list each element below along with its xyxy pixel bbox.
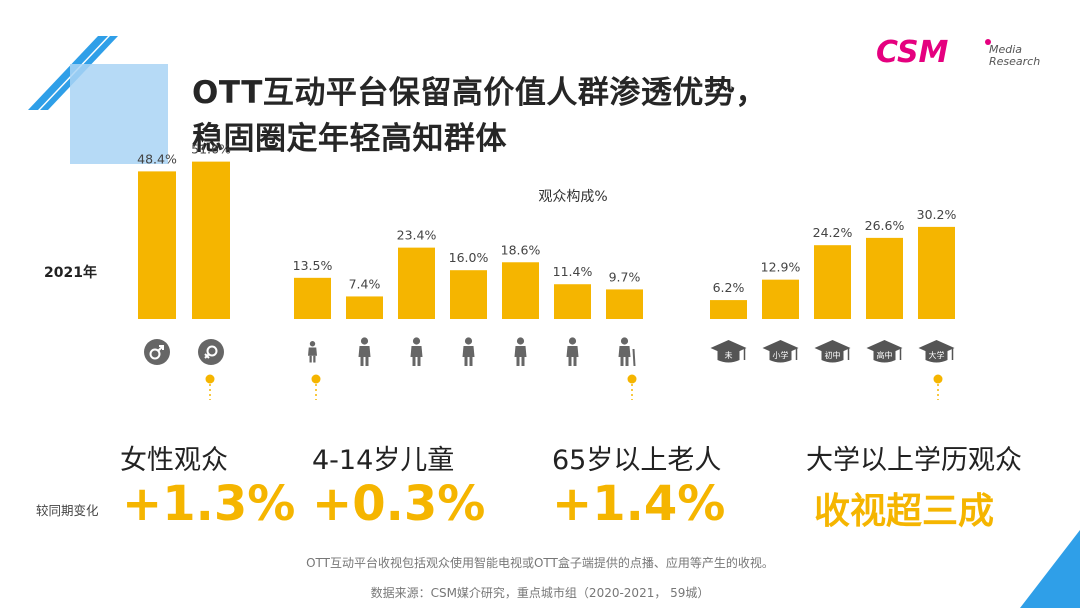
bar [294,277,331,319]
bar [398,247,435,319]
bar [502,262,539,319]
child-icon [308,341,317,363]
graduation-cap-icon: 大学 [918,340,955,363]
bar-value-label: 11.4% [553,264,593,279]
graduation-cap-icon: 高中 [866,340,903,363]
callout-value-female: +1.3% [122,476,296,532]
bar [866,237,903,319]
elderly-icon [618,337,636,367]
bar [606,289,643,319]
callout-value-elderly: +1.4% [552,476,726,532]
bar-value-label: 51.6% [191,142,231,157]
callout-title-children: 4-14岁儿童 [312,445,455,476]
cap-label: 大学 [929,350,945,360]
title-line-2: 稳固圈定年轻高知群体 [192,121,507,157]
cap-label: 未 [725,350,733,360]
bar-value-label: 6.2% [713,280,745,295]
older-adult-icon [566,337,579,366]
bar [814,245,851,319]
bar-value-label: 23.4% [397,228,437,243]
callout-title-college: 大学以上学历观众 [806,445,1022,476]
male-icon [144,339,170,365]
bar-value-label: 12.9% [761,260,801,275]
callout-value-college: 收视超三成 [814,491,995,532]
bar-value-label: 16.0% [449,250,489,265]
bar-value-label: 13.5% [293,258,333,273]
adult-icon [462,337,475,366]
bar [762,279,799,319]
callout-connector [627,374,637,400]
corner-stripe [1020,530,1080,608]
chart-title: 观众构成% [538,189,608,205]
footnote: OTT互动平台收视包括观众使用智能电视或OTT盒子端提供的点播、应用等产生的收视… [306,556,774,570]
young-adult-icon [410,337,423,366]
bar [138,171,176,319]
bar-value-label: 48.4% [137,151,177,166]
cap-label: 高中 [877,350,893,360]
cap-label: 小学 [773,350,789,360]
compare-label: 较同期变化 [36,503,99,518]
female-icon [198,339,224,365]
bar [450,270,487,319]
logo-sub2: Research [989,55,1040,68]
middle-aged-icon [514,337,527,366]
bar [554,284,591,319]
callout-connector [933,374,943,400]
graduation-cap-icon: 初中 [814,340,851,363]
csm-logo: CSM Media Research [876,36,1040,70]
bar-value-label: 30.2% [917,207,957,222]
bar [918,226,955,319]
bar-value-label: 9.7% [609,269,641,284]
callout-value-children: +0.3% [312,476,486,532]
bar-value-label: 24.2% [813,225,853,240]
bar [346,296,383,319]
decorative-stripes [28,36,168,164]
bar-value-label: 26.6% [865,218,905,233]
logo-brand: CSM [876,36,949,70]
graduation-cap-icon: 小学 [762,340,799,363]
title-line-1: OTT互动平台保留高价值人群渗透优势， [192,75,767,111]
callout-title-elderly: 65岁以上老人 [552,445,722,476]
callout-connector [205,374,215,400]
callout-title-female: 女性观众 [120,445,228,476]
page-title: OTT互动平台保留高价值人群渗透优势， 稳固圈定年轻高知群体 [192,70,872,162]
source-note: 数据来源：CSM媒介研究，重点城市组（2020-2021， 59城） [370,586,710,600]
graduation-cap-icon: 未 [710,340,747,363]
audience-composition-chart: 48.4% 51.6% 13.5% 7.4% 23.4% 16.0% 18.6% 11.4% 9… [137,142,957,400]
bar-value-label: 18.6% [501,242,541,257]
bar [192,161,230,319]
cap-label: 初中 [825,350,841,360]
bar [710,300,747,319]
year-label: 2021年 [44,265,97,281]
callout-connector [311,374,321,400]
bar-value-label: 7.4% [349,276,381,291]
teen-icon [358,337,371,366]
logo-sub1: Media [989,43,1022,56]
